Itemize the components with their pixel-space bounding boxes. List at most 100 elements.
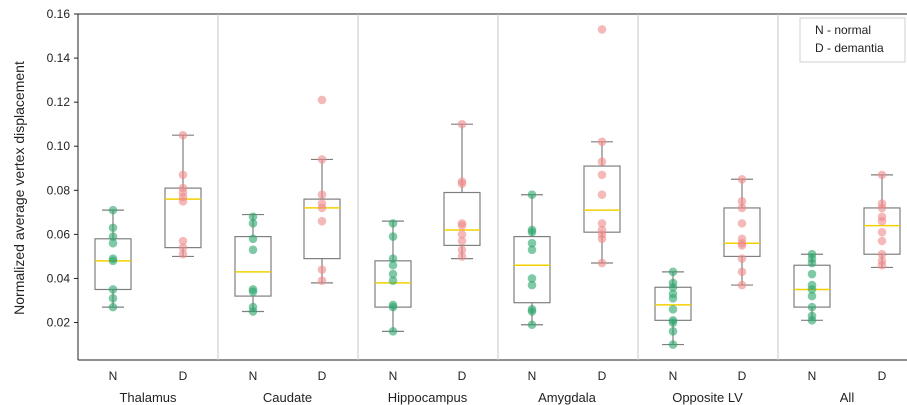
data-point	[108, 223, 118, 233]
data-point	[737, 234, 747, 244]
data-point	[668, 305, 678, 314]
data-point	[178, 249, 188, 259]
group-hippocampus	[374, 119, 481, 336]
y-tick-label: 0.06	[47, 227, 71, 241]
data-point	[457, 245, 467, 255]
x-series-label: N	[389, 369, 398, 383]
data-point	[737, 203, 747, 213]
x-series-label: D	[878, 369, 887, 383]
group-label: Hippocampus	[388, 390, 468, 405]
data-point	[597, 170, 607, 180]
data-point	[108, 293, 118, 303]
data-point	[457, 252, 467, 261]
data-point	[527, 238, 537, 248]
data-point	[737, 267, 747, 277]
group-caudate	[234, 95, 341, 316]
data-point	[527, 274, 537, 283]
data-point	[737, 174, 747, 184]
data-point	[317, 95, 327, 105]
legend-frame	[799, 17, 906, 63]
data-point	[807, 269, 817, 279]
data-point	[597, 25, 607, 34]
data-point	[317, 190, 327, 200]
y-axis-ticks: 0.02 0.04 0.06 0.08 0.10 0.12 0.14 0.16	[47, 7, 78, 330]
data-point	[108, 205, 118, 215]
iqr-box	[513, 235, 551, 304]
x-series-label: D	[738, 369, 747, 383]
group-label: Opposite LV	[672, 390, 743, 405]
data-point	[388, 254, 398, 263]
y-tick-label: 0.12	[47, 95, 71, 109]
data-point	[597, 137, 607, 147]
data-point	[597, 225, 607, 235]
box-groups	[94, 25, 901, 349]
data-point	[248, 302, 258, 312]
iqr-box	[303, 198, 341, 260]
group-label: Amygdala	[538, 390, 597, 405]
x-series-label: N	[109, 369, 118, 383]
data-point	[457, 119, 467, 129]
x-series-label: N	[249, 369, 258, 383]
data-point	[317, 276, 327, 285]
data-point	[737, 197, 747, 206]
data-point	[527, 190, 537, 200]
data-point	[597, 258, 607, 268]
data-point	[108, 285, 118, 294]
data-point	[317, 199, 327, 208]
x-series-label: N	[808, 369, 817, 383]
y-tick-label: 0.14	[47, 51, 71, 65]
data-point	[108, 302, 118, 312]
iqr-box	[443, 191, 481, 247]
data-point	[178, 236, 188, 246]
data-point	[807, 311, 817, 321]
group-label: Thalamus	[119, 390, 177, 405]
data-point	[668, 278, 678, 288]
legend-entry-normal: N - normal	[815, 23, 871, 37]
data-point	[807, 280, 817, 290]
data-point	[317, 155, 327, 164]
x-series-label: D	[179, 369, 188, 383]
data-point	[388, 300, 398, 310]
x-series-label: D	[458, 369, 467, 383]
data-point	[248, 234, 258, 244]
data-point	[457, 230, 467, 239]
data-point	[737, 254, 747, 263]
data-point	[877, 236, 887, 246]
data-point	[668, 316, 678, 325]
data-point	[527, 280, 537, 290]
data-point	[108, 238, 118, 248]
data-point	[178, 183, 188, 193]
data-point	[668, 267, 678, 277]
data-point	[248, 219, 258, 228]
data-point	[668, 289, 678, 299]
data-point	[527, 225, 537, 235]
data-point	[807, 302, 817, 312]
data-point	[877, 256, 887, 266]
data-point	[668, 327, 678, 336]
data-point	[877, 199, 887, 208]
data-point	[108, 232, 118, 241]
data-point	[597, 190, 607, 200]
y-axis-title: Normalized average vertex displacement	[11, 61, 27, 315]
data-point	[877, 227, 887, 237]
group-separators	[217, 14, 779, 360]
legend-entry-dementia: D - demantia	[815, 41, 884, 55]
data-point	[457, 177, 467, 186]
y-tick-label: 0.10	[47, 139, 71, 153]
legend: N - normal D - demantia	[799, 17, 906, 63]
data-point	[807, 291, 817, 301]
data-point	[317, 216, 327, 226]
data-point	[248, 285, 258, 294]
group-all	[793, 170, 901, 325]
group-amygdala	[513, 25, 621, 330]
group-label: All	[840, 390, 855, 405]
data-point	[388, 327, 398, 336]
x-series-label: D	[598, 369, 607, 383]
data-point	[388, 276, 398, 285]
data-point	[317, 265, 327, 274]
x-series-label: D	[318, 369, 327, 383]
data-point	[388, 219, 398, 228]
data-point	[737, 280, 747, 290]
